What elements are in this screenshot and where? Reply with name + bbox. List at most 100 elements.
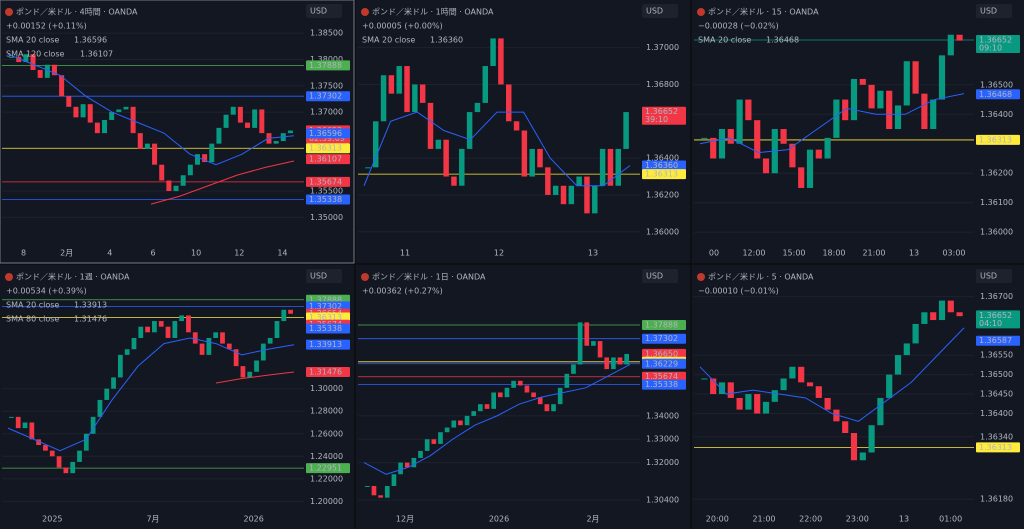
- indicator-value: 1.36596: [74, 36, 107, 45]
- candle: [73, 106, 79, 118]
- currency-button[interactable]: [642, 269, 678, 283]
- candle: [701, 378, 708, 380]
- candle: [531, 392, 536, 398]
- time-label: 2025: [42, 515, 62, 524]
- time-label: 4: [107, 249, 112, 258]
- time-label: 2月: [60, 249, 73, 258]
- candle: [604, 357, 610, 370]
- candle: [727, 129, 734, 144]
- currency-label: USD: [310, 7, 327, 16]
- price-badge-label: 1.37302: [645, 334, 678, 343]
- price-badge-label: 1.36360: [645, 161, 678, 170]
- candle: [158, 321, 164, 327]
- candle: [498, 38, 504, 85]
- candle: [762, 401, 770, 414]
- countdown: 02:39:09: [309, 134, 345, 143]
- candle: [44, 64, 50, 78]
- chart-title: ポンド／米ドル · 1日 · OANDA: [372, 272, 486, 282]
- panel-background: [0, 0, 355, 264]
- candle: [80, 104, 86, 118]
- y-tick-label: 1.32000: [646, 458, 679, 467]
- time-label: 21:00: [862, 249, 885, 258]
- candle: [254, 360, 259, 372]
- candle: [145, 326, 150, 333]
- candle: [877, 90, 884, 109]
- y-tick-label: 1.36400: [980, 409, 1013, 418]
- sma-line: [363, 364, 631, 475]
- candle: [159, 164, 165, 181]
- candle: [956, 312, 963, 317]
- candle: [94, 122, 100, 134]
- candle: [710, 137, 717, 159]
- candle: [903, 343, 910, 356]
- currency-button[interactable]: [976, 269, 1012, 283]
- candle: [912, 323, 919, 344]
- y-tick-label: 1.33000: [646, 435, 679, 444]
- price-badge-label: 1.36229: [645, 359, 678, 368]
- candle: [478, 404, 483, 412]
- candle: [842, 421, 849, 433]
- price-badge-label: 1.35338: [309, 195, 342, 204]
- candle: [798, 366, 805, 383]
- indicator-name: SMA 20 close: [6, 301, 59, 310]
- candle: [859, 452, 866, 461]
- candle: [517, 380, 523, 386]
- time-label: 12:00: [742, 249, 765, 258]
- candle: [736, 99, 743, 144]
- chart-title: ポンド／米ドル · 5 · OANDA: [708, 272, 814, 282]
- change: +0.00534 (+0.39%): [6, 287, 87, 296]
- time-label: 03:00: [942, 249, 965, 258]
- price-badge-label: 1.36468: [979, 90, 1012, 99]
- candle: [37, 69, 43, 78]
- price-badge-label: 1.33913: [309, 340, 342, 349]
- time-label: 22:00: [799, 515, 822, 524]
- candle: [56, 456, 62, 468]
- time-label: 7月: [146, 515, 159, 524]
- candle: [427, 102, 434, 149]
- candle: [259, 109, 265, 134]
- price-badge: [306, 463, 350, 474]
- candle: [921, 312, 928, 324]
- price-badge-label: 1.36652: [645, 107, 678, 116]
- y-tick-label: 1.22000: [310, 474, 343, 483]
- candle: [947, 34, 954, 56]
- currency-button[interactable]: [306, 4, 342, 18]
- price-badge-label: 1.35338: [309, 324, 342, 333]
- price-badge-label: 1.22951: [309, 464, 342, 473]
- candle: [868, 425, 875, 453]
- indicator-name: SMA 20 close: [362, 36, 415, 45]
- price-badge: [306, 128, 350, 139]
- candle: [274, 321, 280, 338]
- indicator-name: SMA 120 close: [6, 50, 64, 59]
- currency-button[interactable]: [976, 4, 1012, 18]
- price-badge: [642, 160, 686, 171]
- symbol-icon: [697, 273, 705, 281]
- candle: [364, 485, 370, 487]
- candle: [216, 127, 222, 144]
- candle: [591, 341, 596, 346]
- currency-button[interactable]: [306, 269, 342, 283]
- price-badge: [306, 367, 350, 378]
- candle: [584, 322, 590, 346]
- candle: [564, 373, 570, 388]
- price-badge-label: 1.36313: [645, 170, 678, 179]
- price-badge: [306, 60, 350, 71]
- candle: [398, 462, 403, 475]
- currency-button[interactable]: [642, 4, 678, 18]
- sma-line: [699, 93, 965, 154]
- time-label: 23:00: [846, 515, 869, 524]
- candle: [577, 322, 583, 365]
- candle: [29, 422, 35, 440]
- price-badge-label: 1.36313: [309, 144, 342, 153]
- candle: [806, 382, 814, 387]
- candle: [754, 394, 761, 414]
- price-badge: [306, 176, 350, 187]
- candle: [130, 106, 136, 134]
- candle: [287, 130, 293, 134]
- sma-line: [215, 371, 295, 384]
- price-badge: [306, 91, 350, 102]
- candle: [431, 439, 437, 444]
- candle: [77, 450, 82, 462]
- candle: [780, 129, 787, 144]
